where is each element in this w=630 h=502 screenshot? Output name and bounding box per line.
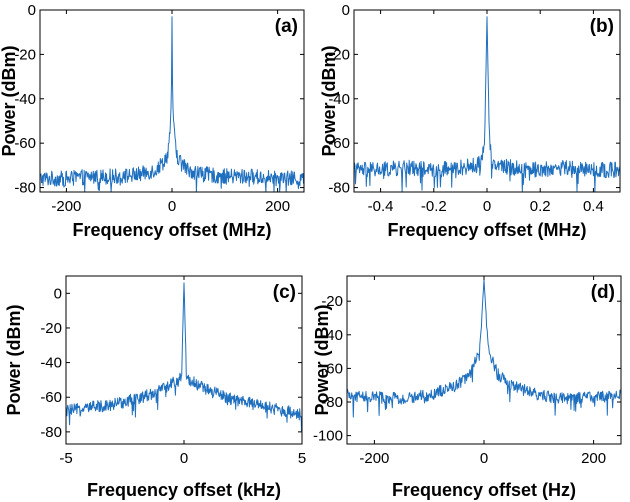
y-tick-label: 0 bbox=[54, 285, 62, 302]
y-tick-label: -20 bbox=[328, 46, 350, 63]
panel-c: -5 0 5 -80 -60 -40 -20 0 (c) Frequency offset (kH… bbox=[4, 275, 306, 500]
y-tick-label: -80 bbox=[40, 424, 62, 441]
x-tick-label: 200 bbox=[581, 450, 606, 467]
panel-label: (b) bbox=[590, 16, 614, 37]
x-tick-label: -5 bbox=[59, 450, 72, 467]
x-tick-label: -200 bbox=[359, 450, 389, 467]
y-tick-label: -100 bbox=[313, 428, 343, 445]
panel-b: -0.4 -0.2 0 0.2 0.4 -80 -60 -40 -20 0 (b) Frequency… bbox=[319, 2, 621, 240]
x-tick-label: 0.4 bbox=[583, 198, 604, 215]
panel-d: -200 0 200 -100 -80 -60 -40 -20 (d) Frequency off… bbox=[312, 275, 622, 500]
y-tick-label: -80 bbox=[328, 180, 350, 197]
x-tick-label: -0.2 bbox=[421, 198, 447, 215]
x-axis-label: Frequency offset (MHz) bbox=[72, 220, 271, 240]
y-axis-label: Power (dBm) bbox=[312, 304, 332, 415]
y-tick-label: -80 bbox=[321, 394, 343, 411]
x-tick-label: 0 bbox=[480, 450, 488, 467]
panel-a: -200 0 200-80-60-40-200(a)Frequency offset… bbox=[0, 2, 305, 240]
y-tick-label: -60 bbox=[40, 389, 62, 406]
series-line bbox=[353, 16, 621, 193]
x-tick-label: 5 bbox=[298, 450, 306, 467]
x-tick-label: 200 bbox=[265, 198, 290, 215]
y-tick-label: -20 bbox=[40, 320, 62, 337]
y-tick-label: -40 bbox=[328, 91, 350, 108]
y-tick-label: -40 bbox=[40, 355, 62, 372]
y-tick-label: -60 bbox=[328, 135, 350, 152]
x-axis-label: Frequency offset (Hz) bbox=[392, 480, 576, 500]
y-axis-label: Power (dBm) bbox=[319, 45, 339, 156]
plot-frame bbox=[346, 275, 622, 445]
y-tick-label: -60 bbox=[14, 135, 36, 152]
y-tick-label: -20 bbox=[321, 293, 343, 310]
y-tick-label: 0 bbox=[342, 2, 350, 19]
x-tick-label: -200 bbox=[51, 198, 81, 215]
y-tick-label: -40 bbox=[14, 91, 36, 108]
y-axis-label: Power (dBm) bbox=[0, 45, 19, 156]
y-tick-label: -20 bbox=[14, 46, 36, 63]
y-axis-label: Power (dBm) bbox=[4, 304, 24, 415]
x-tick-label: 0 bbox=[180, 450, 188, 467]
y-tick-label: -80 bbox=[14, 180, 36, 197]
y-tick-label: 0 bbox=[28, 2, 36, 19]
y-tick-label: -40 bbox=[321, 327, 343, 344]
x-tick-label: 0.2 bbox=[530, 198, 551, 215]
panel-label: (a) bbox=[275, 16, 298, 37]
x-axis-label: Frequency offset (kHz) bbox=[87, 480, 281, 500]
x-tick-label: 0 bbox=[168, 198, 176, 215]
series-line bbox=[39, 16, 305, 193]
y-tick-label: -60 bbox=[321, 360, 343, 377]
panel-label: (c) bbox=[273, 282, 296, 303]
panel-label: (d) bbox=[591, 282, 615, 303]
x-axis-label: Frequency offset (MHz) bbox=[387, 220, 586, 240]
series-line bbox=[65, 282, 303, 432]
plot-frame bbox=[65, 275, 303, 445]
series-line bbox=[346, 278, 622, 418]
x-tick-label: -0.4 bbox=[368, 198, 394, 215]
x-tick-label: 0 bbox=[483, 198, 491, 215]
